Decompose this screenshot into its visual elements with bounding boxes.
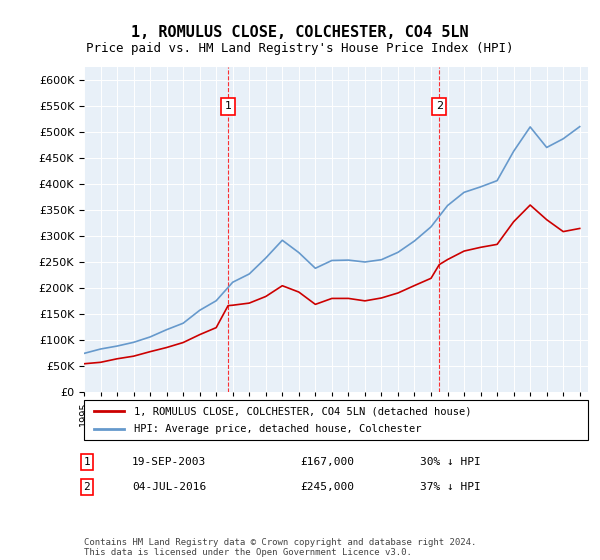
Text: HPI: Average price, detached house, Colchester: HPI: Average price, detached house, Colc… xyxy=(134,423,422,433)
Text: Price paid vs. HM Land Registry's House Price Index (HPI): Price paid vs. HM Land Registry's House … xyxy=(86,42,514,55)
Text: 1, ROMULUS CLOSE, COLCHESTER, CO4 5LN: 1, ROMULUS CLOSE, COLCHESTER, CO4 5LN xyxy=(131,25,469,40)
Text: 2: 2 xyxy=(83,482,91,492)
Text: 30% ↓ HPI: 30% ↓ HPI xyxy=(420,457,481,467)
FancyBboxPatch shape xyxy=(84,400,588,440)
Text: Contains HM Land Registry data © Crown copyright and database right 2024.
This d: Contains HM Land Registry data © Crown c… xyxy=(84,538,476,557)
Text: £245,000: £245,000 xyxy=(300,482,354,492)
Text: 37% ↓ HPI: 37% ↓ HPI xyxy=(420,482,481,492)
Text: 1: 1 xyxy=(224,101,232,111)
Text: 1, ROMULUS CLOSE, COLCHESTER, CO4 5LN (detached house): 1, ROMULUS CLOSE, COLCHESTER, CO4 5LN (d… xyxy=(134,407,472,417)
Text: 1: 1 xyxy=(83,457,91,467)
Text: £167,000: £167,000 xyxy=(300,457,354,467)
Text: 19-SEP-2003: 19-SEP-2003 xyxy=(132,457,206,467)
Text: 2: 2 xyxy=(436,101,443,111)
Text: 04-JUL-2016: 04-JUL-2016 xyxy=(132,482,206,492)
